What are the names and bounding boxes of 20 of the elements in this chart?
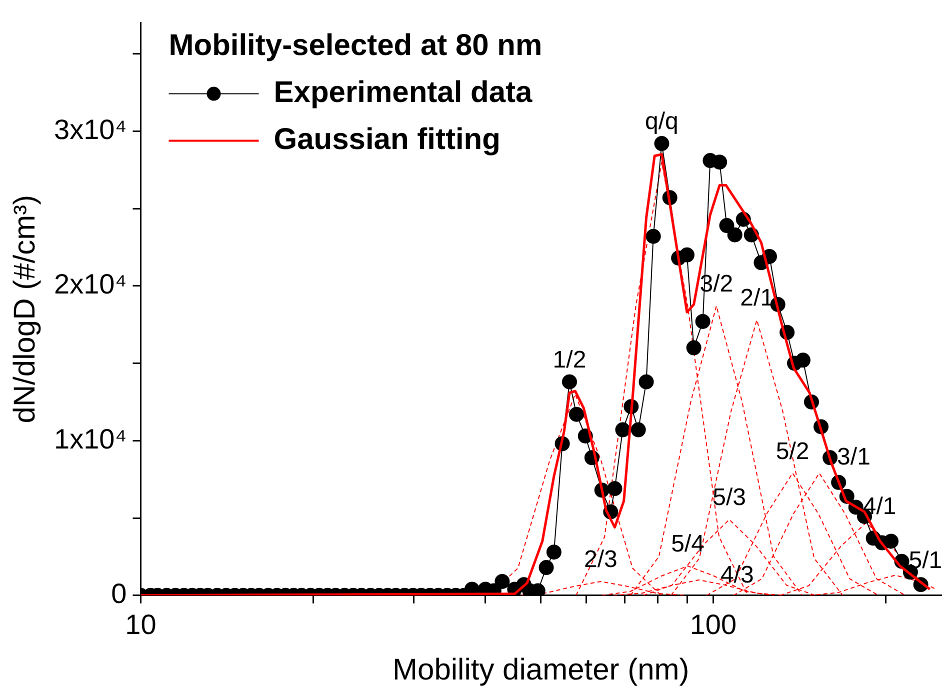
legend-title: Mobility-selected at 80 nm (168, 29, 542, 62)
annotation: 1/2 (552, 346, 586, 374)
y-tick-label: 1x10⁴ (54, 423, 127, 454)
annotation: 3/1 (837, 443, 870, 470)
annotation: 4/1 (862, 492, 896, 520)
x-tick-label: 100 (690, 608, 737, 640)
annotation: 2/1 (740, 284, 774, 312)
annotation: 5/2 (776, 438, 810, 465)
legend-label: Gaussian fitting (274, 123, 500, 156)
annotation: q/q (645, 108, 678, 136)
x-tick-label: 10 (125, 608, 156, 640)
annotation: 2/3 (584, 546, 618, 574)
x-axis-title: Mobility diameter (nm) (392, 653, 690, 686)
y-axis-title: dN/dlogD (#/cm³) (8, 194, 42, 424)
annotation: 5/3 (712, 484, 746, 512)
y-tick-label: 3x10⁴ (54, 114, 127, 145)
y-tick-label: 0 (111, 578, 127, 610)
y-tick-label: 2x10⁴ (54, 268, 127, 300)
legend-label: Experimental data (274, 76, 532, 110)
annotation: 5/4 (671, 530, 705, 558)
